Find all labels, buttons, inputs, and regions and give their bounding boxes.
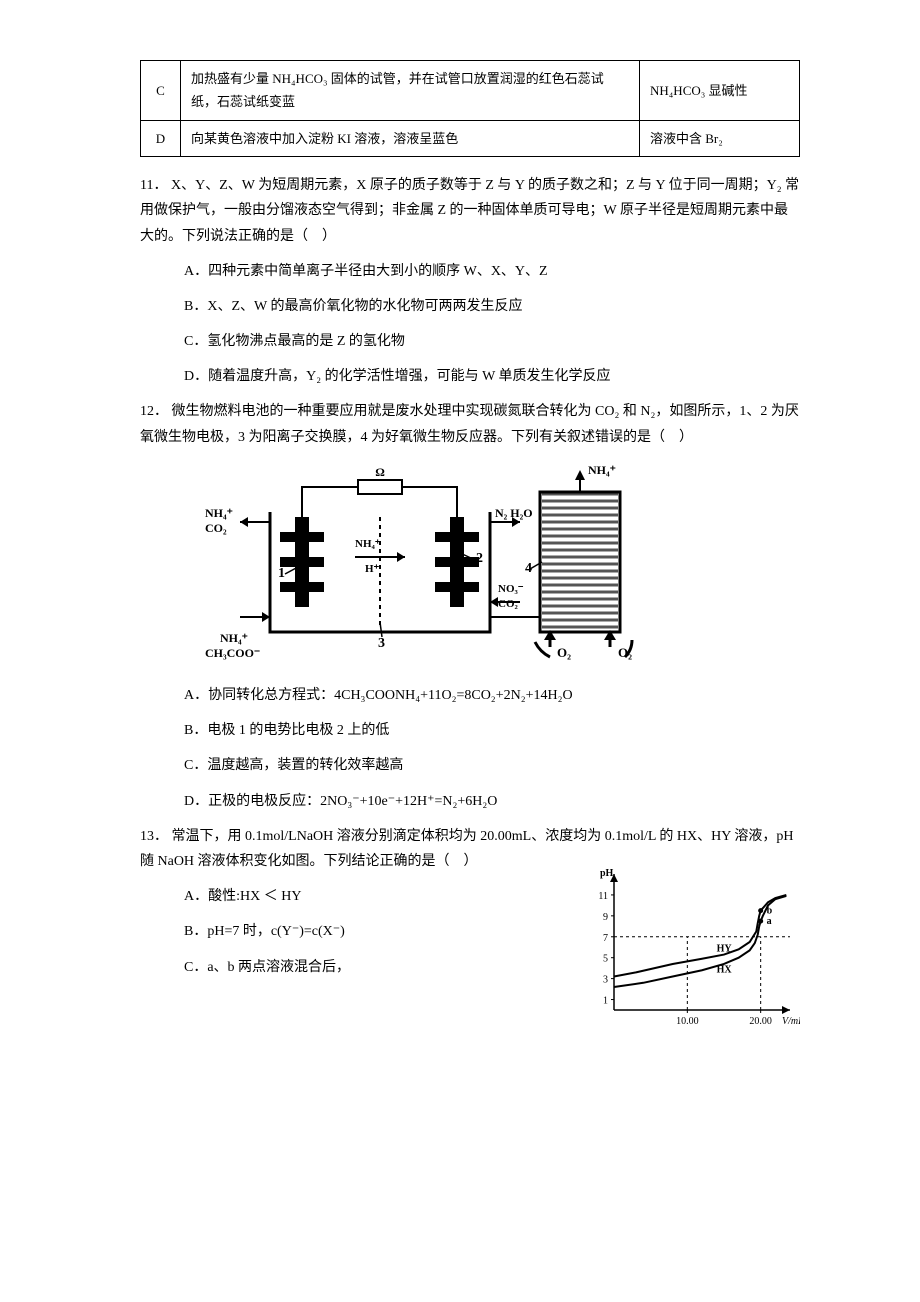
svg-text:1: 1 [603, 996, 608, 1007]
q12-options: A．协同转化总方程式：4CH₃COONH₄+11O₂=8CO₂+2N₂+14H₂… [184, 683, 800, 814]
q11-opt-d: D．随着温度升高，Y₂ 的化学活性增强，可能与 W 单质发生化学反应 [184, 364, 800, 389]
svg-text:5: 5 [603, 954, 608, 965]
q12-opt-d: D．正极的电极反应：2NO₃⁻+10e⁻+12H⁺=N₂+6H₂O [184, 789, 800, 814]
svg-text:1: 1 [278, 566, 285, 581]
q12-opt-a: A．协同转化总方程式：4CH₃COONH₄+11O₂=8CO₂+2N₂+14H₂… [184, 683, 800, 708]
svg-text:pH: pH [600, 868, 614, 879]
q12-opt-b: B．电极 1 的电势比电极 2 上的低 [184, 718, 800, 743]
svg-text:CO₂: CO₂ [205, 521, 227, 535]
row-result: 溶液中含 Br₂ [640, 120, 800, 156]
q12-diagram: ΩNH₄⁺CO₂NH₄⁺H⁺N₂ H₂ONO₃⁻CO₂NH₄⁺CH₃COO⁻NH… [200, 462, 800, 671]
row-result: NH₄HCO₃ 显碱性 [640, 61, 800, 121]
table-row: C加热盛有少量 NH₄HCO₃ 固体的试管，并在试管口放置润湿的红色石蕊试纸，石… [141, 61, 800, 121]
row-label: D [141, 120, 181, 156]
svg-text:HX: HX [717, 965, 733, 976]
svg-text:H⁺: H⁺ [365, 563, 380, 575]
svg-text:2: 2 [476, 551, 483, 566]
row-label: C [141, 61, 181, 121]
q13-opt-a: A．酸性:HX ＜ HY [184, 884, 570, 909]
svg-text:CH₃COO⁻: CH₃COO⁻ [205, 646, 260, 660]
svg-text:NO₃⁻: NO₃⁻ [498, 583, 524, 595]
svg-text:NH₄⁺: NH₄⁺ [205, 506, 233, 520]
q12-text: 微生物燃料电池的一种重要应用就是废水处理中实现碳氮联合转化为 CO₂ 和 N₂，… [140, 404, 799, 444]
question-11: 11． X、Y、Z、W 为短周期元素，X 原子的质子数等于 Z 与 Y 的质子数… [140, 173, 800, 389]
svg-text:V/mL: V/mL [782, 1016, 800, 1027]
svg-text:9: 9 [603, 912, 608, 923]
row-desc: 加热盛有少量 NH₄HCO₃ 固体的试管，并在试管口放置润湿的红色石蕊试纸，石蕊… [181, 61, 640, 121]
q11-text: X、Y、Z、W 为短周期元素，X 原子的质子数等于 Z 与 Y 的质子数之和；Z… [140, 178, 799, 243]
q13-text: 常温下，用 0.1mol/LNaOH 溶液分别滴定体积均为 20.00mL、浓度… [140, 829, 793, 869]
q12-num: 12． [140, 404, 168, 419]
svg-text:NH₄⁺: NH₄⁺ [355, 538, 381, 550]
svg-text:CO₂: CO₂ [498, 598, 519, 610]
experiment-table: C加热盛有少量 NH₄HCO₃ 固体的试管，并在试管口放置润湿的红色石蕊试纸，石… [140, 60, 800, 157]
svg-text:11: 11 [598, 891, 608, 902]
q11-opt-b: B．X、Z、W 的最高价氧化物的水化物可两两发生反应 [184, 294, 800, 319]
svg-text:NH₄⁺: NH₄⁺ [220, 631, 248, 645]
q13-opt-b: B．pH=7 时，c(Y⁻)=c(X⁻) [184, 919, 570, 944]
q11-options: A．四种元素中简单离子半径由大到小的顺序 W、X、Y、Z B．X、Z、W 的最高… [184, 259, 800, 390]
q11-opt-c: C．氢化物沸点最高的是 Z 的氢化物 [184, 329, 800, 354]
svg-text:10.00: 10.00 [676, 1016, 699, 1027]
q11-num: 11． [140, 178, 167, 193]
svg-text:7: 7 [603, 933, 608, 944]
svg-text:a: a [767, 916, 772, 927]
svg-text:3: 3 [603, 975, 608, 986]
q13-num: 13． [140, 829, 168, 844]
q13-opt-c: C．a、b 两点溶液混合后， [184, 955, 570, 980]
svg-text:N₂ H₂O: N₂ H₂O [495, 506, 533, 520]
svg-text:Ω: Ω [375, 465, 385, 479]
svg-text:O₂: O₂ [557, 645, 571, 660]
q12-opt-c: C．温度越高，装置的转化效率越高 [184, 753, 800, 778]
svg-text:NH₄⁺: NH₄⁺ [588, 463, 616, 477]
svg-text:b: b [767, 906, 773, 917]
table-row: D向某黄色溶液中加入淀粉 KI 溶液，溶液呈蓝色溶液中含 Br₂ [141, 120, 800, 156]
q11-opt-a: A．四种元素中简单离子半径由大到小的顺序 W、X、Y、Z [184, 259, 800, 284]
svg-text:3: 3 [378, 636, 385, 651]
svg-text:HY: HY [717, 944, 733, 955]
q13-chart: 1 3 5 7 9 11 10.00 20.00 HY HX ab pH V/mL [580, 864, 800, 1043]
q13-options: A．酸性:HX ＜ HY B．pH=7 时，c(Y⁻)=c(X⁻) C．a、b … [184, 884, 570, 980]
svg-text:20.00: 20.00 [749, 1016, 772, 1027]
question-13: 13． 常温下，用 0.1mol/LNaOH 溶液分别滴定体积均为 20.00m… [140, 824, 800, 1044]
row-desc: 向某黄色溶液中加入淀粉 KI 溶液，溶液呈蓝色 [181, 120, 640, 156]
question-12: 12． 微生物燃料电池的一种重要应用就是废水处理中实现碳氮联合转化为 CO₂ 和… [140, 399, 800, 813]
